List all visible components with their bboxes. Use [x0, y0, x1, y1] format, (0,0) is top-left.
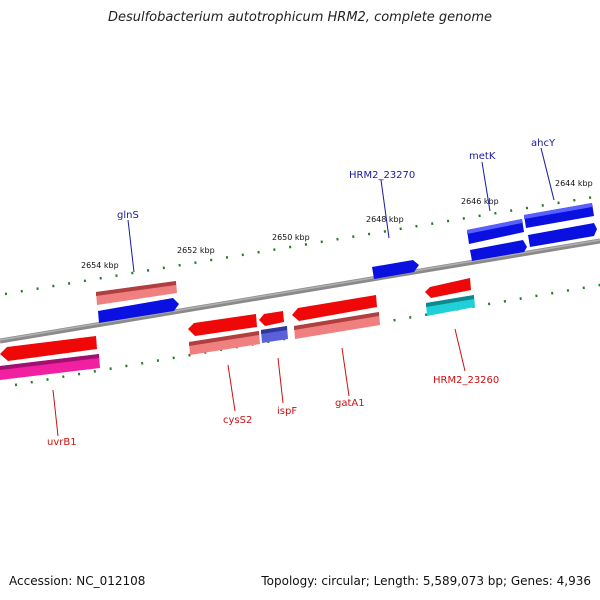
gene-label-uvrB1: uvrB1 [47, 437, 77, 448]
feature-glnS-pink[interactable] [96, 281, 177, 305]
leader-lines-top [127, 147, 555, 273]
feature-gatA1-pink[interactable] [294, 312, 380, 339]
gene-label-metK: metK [469, 151, 496, 162]
gene-label-gatA1: gatA1 [335, 398, 365, 409]
feature-HRM2_23270[interactable] [372, 260, 419, 279]
gene-label-cysS2: cysS2 [223, 415, 252, 426]
feature-ahcY-upper[interactable] [524, 203, 594, 228]
feature-glnS-blue[interactable] [98, 298, 179, 323]
gene-label-ahcY: ahcY [531, 138, 556, 149]
genome-summary-text: Topology: circular; Length: 5,589,073 bp… [261, 574, 591, 588]
kbp-label-2648: 2648 kbp [366, 215, 404, 224]
kbp-label-2654: 2654 kbp [81, 261, 119, 270]
gene-label-ispF: ispF [277, 406, 297, 417]
gene-label-HRM2_23270: HRM2_23270 [349, 170, 415, 181]
kbp-label-2644: 2644 kbp [555, 179, 593, 188]
feature-uvrB1-magenta[interactable] [0, 354, 100, 380]
gene-label-HRM2_23260: HRM2_23260 [433, 375, 499, 386]
feature-metK-lower[interactable] [470, 240, 527, 261]
map-title: Desulfobacterium autotrophicum HRM2, com… [107, 10, 493, 25]
accession-text: Accession: NC_012108 [9, 574, 146, 588]
kbp-label-2652: 2652 kbp [177, 246, 215, 255]
feature-HRM2_23260-red[interactable] [425, 278, 471, 298]
feature-cysS2-pink[interactable] [189, 331, 260, 355]
feature-HRM2_23260-cyan[interactable] [426, 295, 475, 316]
kbp-label-2650: 2650 kbp [272, 233, 310, 242]
feature-uvrB1-red[interactable] [0, 336, 97, 361]
feature-ahcY-lower[interactable] [528, 223, 597, 247]
kbp-label-2646: 2646 kbp [461, 197, 499, 206]
leader-lines-bottom [52, 328, 466, 437]
genome-backbone-highlight [0, 239, 600, 341]
feature-gatA1-red[interactable] [292, 295, 377, 321]
feature-ispF-red[interactable] [259, 311, 284, 326]
feature-metK-upper[interactable] [467, 219, 524, 244]
feature-cysS2-red[interactable] [188, 314, 257, 336]
genome-backbone [0, 238, 600, 344]
feature-ispF-slate[interactable] [261, 326, 288, 343]
gene-label-glnS: glnS [117, 210, 139, 221]
